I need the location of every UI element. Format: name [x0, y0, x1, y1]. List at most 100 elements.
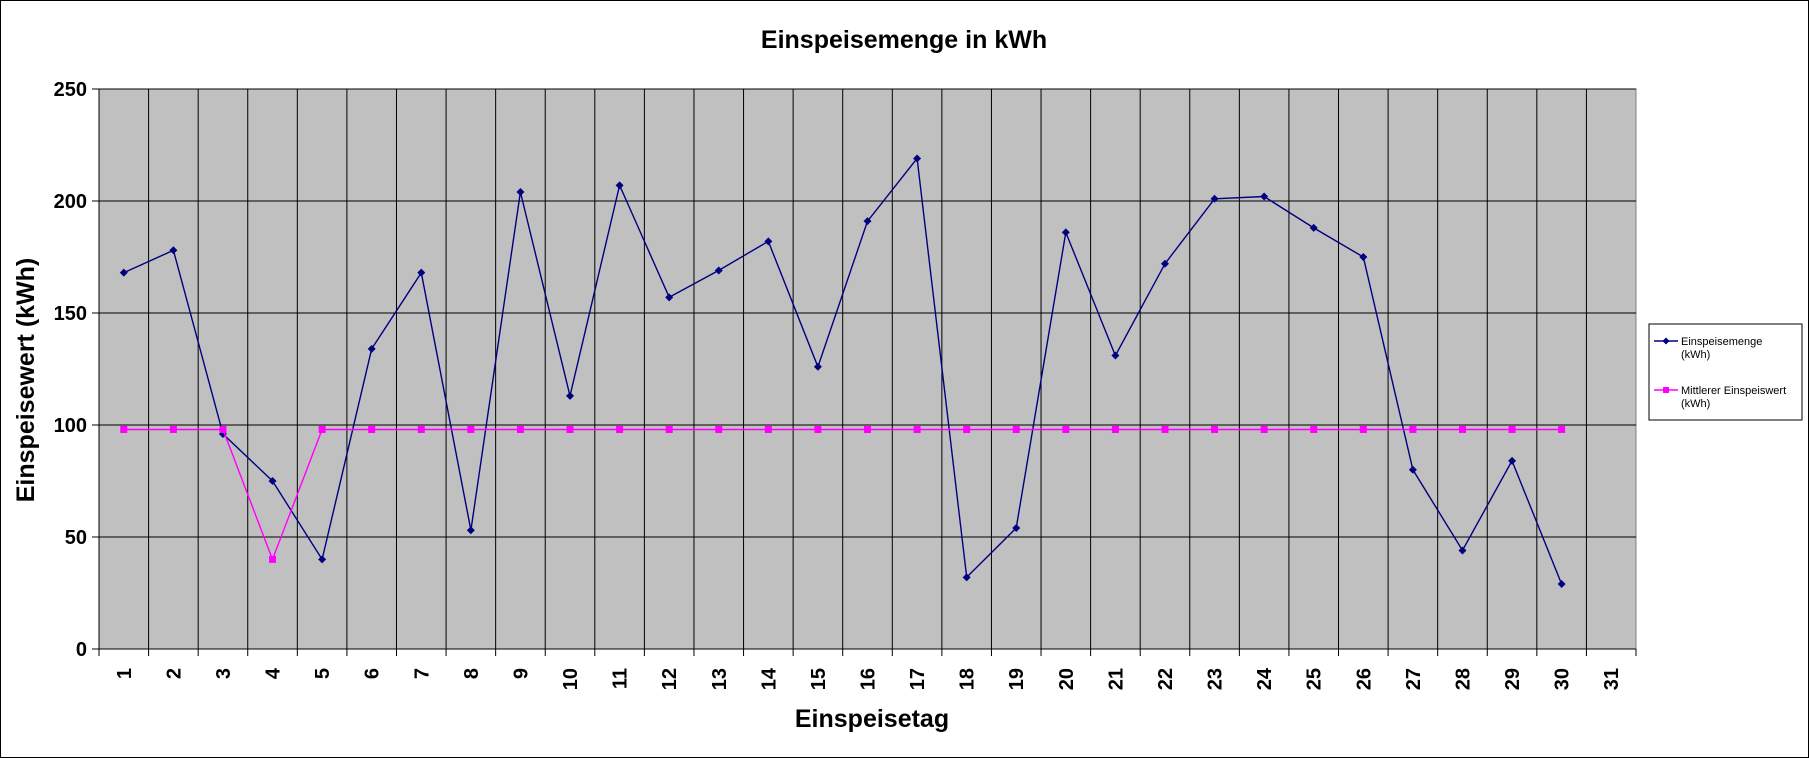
- x-tick-label: 14: [758, 667, 780, 690]
- data-point: [120, 425, 128, 433]
- x-tick-label: 26: [1353, 668, 1375, 690]
- x-tick-label: 17: [907, 668, 929, 690]
- x-tick-label: 10: [560, 668, 582, 690]
- data-point: [467, 425, 475, 433]
- data-point: [318, 555, 327, 564]
- data-point: [863, 217, 872, 226]
- y-tick-label: 100: [54, 415, 87, 437]
- x-tick-label: 30: [1552, 668, 1574, 690]
- x-tick-label: 5: [312, 668, 334, 679]
- data-point: [516, 425, 524, 433]
- data-point: [1359, 253, 1368, 261]
- data-point: [764, 425, 772, 433]
- data-point: [169, 246, 178, 255]
- data-point: [1210, 194, 1219, 203]
- data-point: [1458, 425, 1466, 433]
- legend-label: Einspeisemenge: [1681, 336, 1762, 348]
- legend-label: (kWh): [1681, 398, 1710, 410]
- x-tick-label: 7: [411, 668, 433, 679]
- x-tick-label: 18: [957, 668, 979, 690]
- series-line-2: [123, 428, 1562, 562]
- series: [119, 154, 1566, 589]
- y-tick-label: 150: [54, 303, 87, 325]
- data-point: [913, 425, 921, 433]
- data-point: [715, 425, 723, 433]
- x-tick-label: 24: [1254, 667, 1276, 690]
- x-tick-label: 11: [610, 668, 632, 689]
- x-tick-label: 19: [1006, 668, 1028, 690]
- x-tick-label: 6: [362, 668, 384, 679]
- data-point: [1161, 425, 1169, 433]
- y-tick-label: 250: [54, 79, 87, 101]
- plot-area: [98, 88, 1637, 650]
- data-point: [1558, 425, 1566, 433]
- data-point: [119, 268, 128, 277]
- data-point: [318, 425, 326, 433]
- x-tick-label: 2: [163, 668, 185, 679]
- x-tick-label: 16: [858, 668, 880, 690]
- y-axis-label: Einspeisewert (kWh): [12, 258, 40, 503]
- data-point: [1508, 456, 1517, 465]
- x-tick-label: 1: [114, 668, 136, 679]
- x-tick-label: 4: [263, 667, 285, 679]
- data-point: [516, 188, 525, 197]
- x-tick-label: 8: [461, 668, 483, 679]
- data-point: [962, 573, 971, 582]
- x-tick-label: 31: [1601, 668, 1623, 690]
- data-point: [1012, 425, 1020, 433]
- data-point: [864, 425, 871, 433]
- data-point: [814, 425, 822, 433]
- data-point: [1508, 425, 1516, 433]
- data-point: [1359, 425, 1367, 433]
- data-point: [1211, 425, 1219, 433]
- data-point: [367, 344, 376, 353]
- x-tick-label: 12: [659, 668, 681, 690]
- x-tick-label: 21: [1105, 668, 1127, 690]
- data-point: [764, 237, 773, 246]
- data-point: [169, 425, 177, 433]
- x-axis-label: Einspeisetag: [795, 705, 949, 733]
- series-line-1: [123, 156, 1563, 585]
- data-point: [1061, 228, 1070, 237]
- data-point: [616, 425, 624, 433]
- x-tick-label: 23: [1205, 668, 1227, 690]
- legend-marker-2: [1663, 387, 1669, 393]
- x-tick-label: 9: [510, 668, 532, 679]
- data-point: [1160, 259, 1169, 268]
- data-point: [813, 362, 822, 371]
- x-tick-label: 25: [1304, 668, 1326, 690]
- x-tick-label: 13: [709, 668, 731, 690]
- data-point: [1458, 546, 1467, 555]
- data-point: [1111, 351, 1120, 360]
- y-tick-label: 50: [65, 527, 87, 549]
- chart-title: Einspeisemenge in kWh: [761, 26, 1047, 54]
- data-point: [1111, 425, 1119, 433]
- x-tick-label: 20: [1056, 668, 1078, 690]
- data-point: [913, 154, 922, 163]
- y-tick-label: 200: [54, 191, 87, 213]
- data-point: [417, 425, 425, 433]
- x-tick-label: 28: [1452, 668, 1474, 690]
- x-tick-label: 15: [808, 668, 830, 690]
- data-point: [963, 425, 971, 433]
- data-point: [1062, 425, 1070, 433]
- data-point: [1557, 580, 1566, 589]
- legend-box: [1648, 323, 1803, 421]
- legend-marker-1: [1662, 337, 1670, 345]
- data-point: [665, 293, 674, 302]
- data-point: [1409, 425, 1417, 433]
- x-tick-label: 22: [1155, 668, 1177, 690]
- data-point: [714, 266, 723, 275]
- data-point: [417, 268, 426, 277]
- data-point: [1260, 192, 1269, 201]
- data-point: [466, 526, 475, 535]
- data-point: [665, 425, 673, 433]
- data-point: [1260, 425, 1268, 433]
- data-point: [269, 555, 277, 563]
- data-point: [566, 425, 574, 433]
- data-point: [566, 391, 575, 400]
- legend-label: (kWh): [1681, 349, 1710, 361]
- data-point: [1309, 223, 1318, 232]
